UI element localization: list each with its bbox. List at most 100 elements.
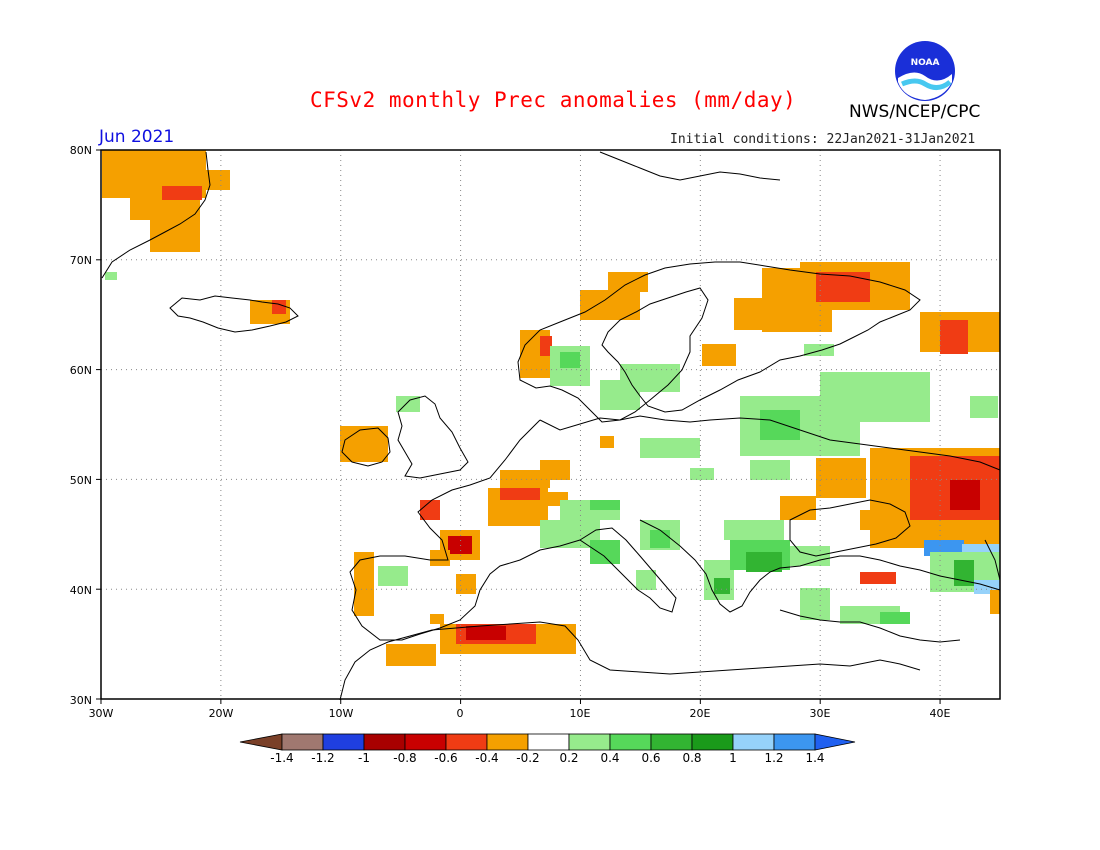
colorbar-labels: -1.4 -1.2 -1 -0.8 -0.6 -0.4 -0.2 0.2 0.4 0.6 0.8 1 1… (0, 751, 1100, 771)
colorbar-label: 0.8 (682, 751, 702, 765)
coastline-britain (397, 395, 469, 479)
coastline-continent (539, 415, 1001, 471)
coastline-svalbard (599, 151, 781, 181)
coastline-france-iberia (349, 419, 581, 641)
coastline-north-africa (339, 621, 921, 701)
anomaly-cell (816, 458, 866, 498)
anomaly-cell (608, 272, 648, 292)
lon-label-20w: 20W (208, 707, 234, 720)
anomaly-cell (378, 566, 408, 586)
colorbar-label: -1.2 (311, 751, 335, 765)
anomaly-cell (690, 468, 714, 480)
colorbar-label: 1.4 (805, 751, 825, 765)
noaa-logo-icon: NOAA (895, 41, 955, 101)
anomaly-cell (150, 214, 200, 252)
coastline-balkans (639, 519, 1001, 613)
anomaly-cell (500, 470, 550, 488)
colorbar-label: -0.4 (475, 751, 499, 765)
colorbar-swatch (732, 733, 775, 751)
anomaly-cell (580, 290, 640, 320)
anomaly-cell (760, 410, 800, 440)
anomaly-cell (650, 530, 670, 548)
colorbar (239, 733, 856, 751)
anomaly-cell (750, 460, 790, 480)
anomaly-cell (940, 320, 968, 354)
anomaly-cell (860, 510, 890, 530)
colorbar-swatch (281, 733, 324, 751)
lon-label-10w: 10W (328, 707, 354, 720)
anomaly-cell (970, 396, 998, 418)
anomaly-cell (272, 300, 286, 314)
colorbar-swatch (773, 733, 816, 751)
anomaly-cell (734, 298, 814, 330)
anomaly-cell (746, 552, 782, 572)
lon-label-30e: 30E (809, 707, 831, 720)
colorbar-swatch (363, 733, 406, 751)
anomaly-cell (600, 436, 614, 448)
colorbar-swatch (322, 733, 365, 751)
colorbar-label: -1 (358, 751, 370, 765)
anomaly-cell (448, 536, 472, 554)
anomaly-cell (714, 578, 730, 594)
colorbar-swatch (527, 733, 570, 751)
coastline-greenland (101, 151, 211, 279)
colorbar-swatch (404, 733, 447, 751)
lat-label-70n: 70N (69, 254, 92, 267)
coastline-iceland (169, 295, 299, 333)
anomaly-cell (560, 352, 580, 368)
coastline-ireland (341, 427, 391, 467)
coastline-caspian (984, 539, 1001, 581)
anomaly-cell (950, 480, 980, 510)
anomaly-cell (466, 626, 506, 640)
colorbar-swatch (445, 733, 488, 751)
colorbar-swatch (568, 733, 611, 751)
anomaly-cell (860, 572, 896, 584)
chart-title: CFSv2 monthly Prec anomalies (mm/day) (310, 88, 797, 112)
coastline-black-sea (789, 499, 911, 557)
coastline-turkey-south (779, 609, 961, 643)
anomaly-cell (540, 336, 552, 356)
anomaly-cell (420, 500, 440, 520)
anomaly-cell (990, 590, 1000, 614)
anomaly-cell (800, 588, 830, 620)
forecast-month: Jun 2021 (99, 127, 175, 147)
anomaly-cell (600, 380, 640, 410)
anomaly-cell (640, 438, 700, 458)
anomaly-cell (880, 612, 910, 624)
lon-label-30w: 30W (88, 707, 114, 720)
colorbar-swatch (609, 733, 652, 751)
colorbar-label: -0.2 (516, 751, 540, 765)
lat-label-30n: 30N (69, 694, 92, 707)
anomaly-cell (590, 540, 620, 564)
lat-label-40n: 40N (69, 584, 92, 597)
agency-label: NWS/NCEP/CPC (849, 102, 981, 122)
colorbar-swatch (486, 733, 529, 751)
coastline-scandinavia (517, 261, 921, 423)
colorbar-arrow-right (814, 733, 856, 751)
lon-label-0: 0 (456, 707, 464, 720)
coastlines (101, 151, 1001, 701)
anomaly-cell (636, 570, 656, 590)
lat-label-80n: 80N (69, 144, 92, 157)
colorbar-label: -0.8 (393, 751, 417, 765)
colorbar-label: 0.2 (559, 751, 579, 765)
lat-label-60n: 60N (69, 364, 92, 377)
colorbar-swatch (691, 733, 734, 751)
colorbar-swatch (650, 733, 693, 751)
map-frame (100, 149, 1001, 700)
initial-conditions: Initial conditions: 22Jan2021-31Jan2021 (670, 132, 976, 147)
lon-label-40e: 40E (929, 707, 951, 720)
anomaly-cell (500, 488, 540, 500)
anomaly-cell (456, 574, 476, 594)
colorbar-label: 1 (729, 751, 737, 765)
anomaly-cell (816, 272, 870, 302)
anomaly-cell (724, 520, 784, 540)
anomaly-cell (430, 550, 450, 566)
logo-text: NOAA (911, 58, 940, 68)
anomaly-cell (340, 426, 388, 462)
anomaly-cell (590, 500, 620, 510)
lat-label-50n: 50N (69, 474, 92, 487)
colorbar-label: 0.6 (641, 751, 661, 765)
colorbar-label: -1.4 (270, 751, 294, 765)
anomaly-cell (386, 644, 436, 666)
